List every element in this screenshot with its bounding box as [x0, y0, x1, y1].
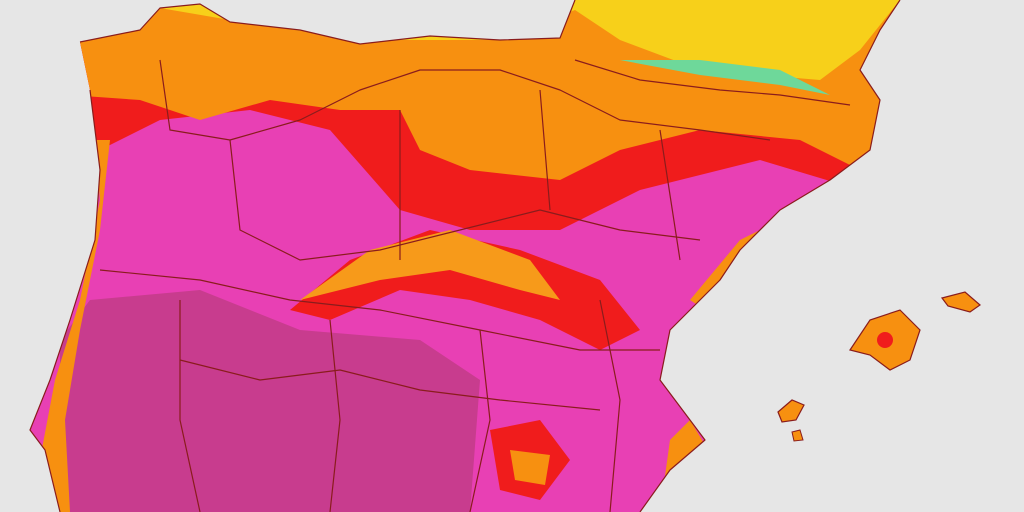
province-borders [29, 0, 901, 512]
mallorca-hot-spot [877, 332, 893, 348]
west-coastline [29, 89, 101, 512]
border-central [99, 269, 660, 351]
very-hot-zone [60, 290, 480, 512]
border-verticals [179, 89, 681, 512]
menorca [940, 291, 981, 313]
west-coast-band [30, 140, 110, 512]
formentera [791, 429, 804, 442]
border-central-north [229, 139, 701, 261]
border-south [179, 359, 601, 411]
balearic-islands [777, 291, 981, 442]
border-france [574, 59, 851, 106]
north-coastline [79, 0, 576, 45]
border-north [159, 59, 771, 141]
east-coastline [639, 0, 901, 512]
ibiza [777, 399, 805, 423]
orange-mountains [300, 230, 560, 300]
cool-pyrenees [620, 60, 830, 95]
orange-south [510, 450, 550, 485]
